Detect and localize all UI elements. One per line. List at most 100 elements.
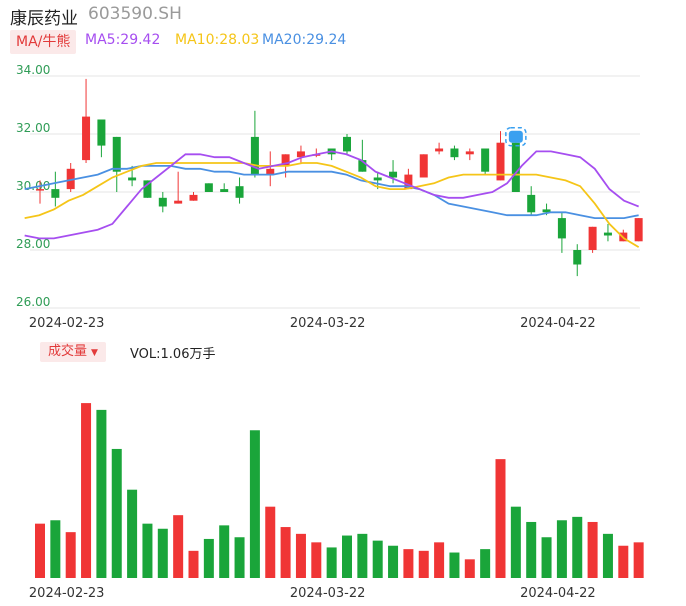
candle-body [158, 197, 167, 207]
volume-bar [265, 506, 276, 578]
ma20-line [24, 164, 639, 220]
candle-body [573, 250, 582, 265]
volume-bar [157, 528, 168, 578]
volume-bar [541, 537, 552, 578]
candle-body [373, 177, 382, 181]
candle-body [235, 186, 244, 198]
volume-bar [587, 521, 598, 578]
candle-body [66, 168, 75, 190]
stock-name: 康辰药业 [10, 9, 78, 29]
y-tick-label: 34.00 [16, 63, 50, 77]
ma5-legend: MA5:29.42 [85, 32, 161, 48]
candle-body [281, 154, 290, 166]
candle-body [343, 136, 351, 152]
volume-bar [127, 489, 138, 578]
candle-body [542, 209, 551, 213]
volume-bar [173, 515, 184, 578]
candle-body [450, 148, 459, 158]
volume-bar [434, 542, 445, 578]
volume-bar [311, 542, 322, 578]
y-tick-label: 30.00 [16, 179, 50, 193]
candle-body [112, 136, 121, 172]
volume-bar [403, 549, 414, 578]
candle-body [496, 142, 505, 181]
candle-body [174, 200, 183, 204]
volume-bar [510, 506, 521, 578]
volume-bar [388, 545, 399, 578]
volume-value: VOL:1.06万手 [130, 347, 216, 362]
candle-body [358, 160, 367, 172]
y-tick-label: 28.00 [16, 237, 50, 251]
volume-bar [295, 533, 306, 578]
volume-bar [372, 540, 383, 578]
ma-indicator-selector[interactable]: MA/牛熊 [10, 30, 77, 54]
ma20-legend: MA20:29.24 [262, 32, 347, 48]
candle-body [527, 194, 536, 213]
volume-bar [96, 409, 107, 578]
y-tick-label: 32.00 [16, 121, 50, 135]
candle-body [97, 119, 106, 146]
volume-indicator-selector[interactable]: 成交量 ▼ [40, 342, 106, 362]
flag-icon [505, 126, 527, 147]
ma5-line [24, 150, 639, 240]
candle-body [419, 154, 428, 178]
candle-body [557, 218, 566, 239]
x-tick-label: 2024-03-22 [290, 316, 366, 331]
volume-bar [449, 552, 460, 578]
candle-body [220, 189, 229, 192]
volume-bar [65, 532, 76, 578]
marker-body [508, 130, 523, 143]
candle-body [250, 136, 259, 175]
volume-bar [219, 525, 230, 578]
candle-body [204, 183, 213, 192]
volume-bar [357, 533, 368, 578]
candle-body [36, 189, 44, 191]
y-tick-label: 26.00 [16, 295, 50, 309]
volume-bar [526, 521, 537, 578]
volume-bar [203, 538, 214, 578]
candle-body [435, 148, 444, 152]
volume-bar [495, 459, 506, 578]
volume-bar [280, 527, 291, 578]
volume-bar [249, 430, 260, 578]
candle-body [143, 180, 152, 198]
volume-bar [188, 550, 199, 578]
volume-bar [618, 545, 629, 578]
volume-bar [342, 535, 352, 578]
volume-bar [602, 533, 613, 578]
ma10-legend: MA10:28.03 [175, 32, 260, 48]
candle-body [588, 226, 597, 250]
volume-bar [480, 549, 491, 578]
volume-bar [326, 547, 337, 578]
candle-body [189, 194, 198, 201]
candle-body [404, 174, 413, 190]
candle-body [389, 171, 398, 178]
x-tick-label: 2024-04-22 [520, 316, 596, 331]
candle-body [51, 189, 60, 198]
volume-bar [556, 520, 567, 578]
volume-bar [111, 448, 122, 578]
candle-body [634, 218, 643, 242]
candle-body [465, 151, 474, 155]
candle-body [481, 148, 490, 172]
volume-bar [81, 403, 92, 578]
volume-bar [418, 550, 429, 578]
volume-bar [142, 523, 153, 578]
ma10-line [24, 162, 640, 248]
candle-body [128, 177, 137, 181]
volume-bar [234, 537, 245, 578]
marker-ring [505, 126, 527, 147]
volume-tag-label: 成交量 [48, 344, 88, 359]
volume-bar [572, 516, 583, 578]
volume-bar [464, 559, 475, 578]
candle-body [266, 168, 275, 175]
candle-body [511, 142, 520, 192]
x-tick-label: 2024-02-23 [29, 316, 105, 331]
candle-body [82, 116, 91, 161]
x-tick-label: 2024-02-23 [29, 586, 105, 601]
stock-code: 603590.SH [88, 4, 182, 24]
candle-body [603, 232, 612, 236]
volume-bar [633, 542, 644, 578]
x-tick-label: 2024-04-22 [520, 586, 596, 601]
